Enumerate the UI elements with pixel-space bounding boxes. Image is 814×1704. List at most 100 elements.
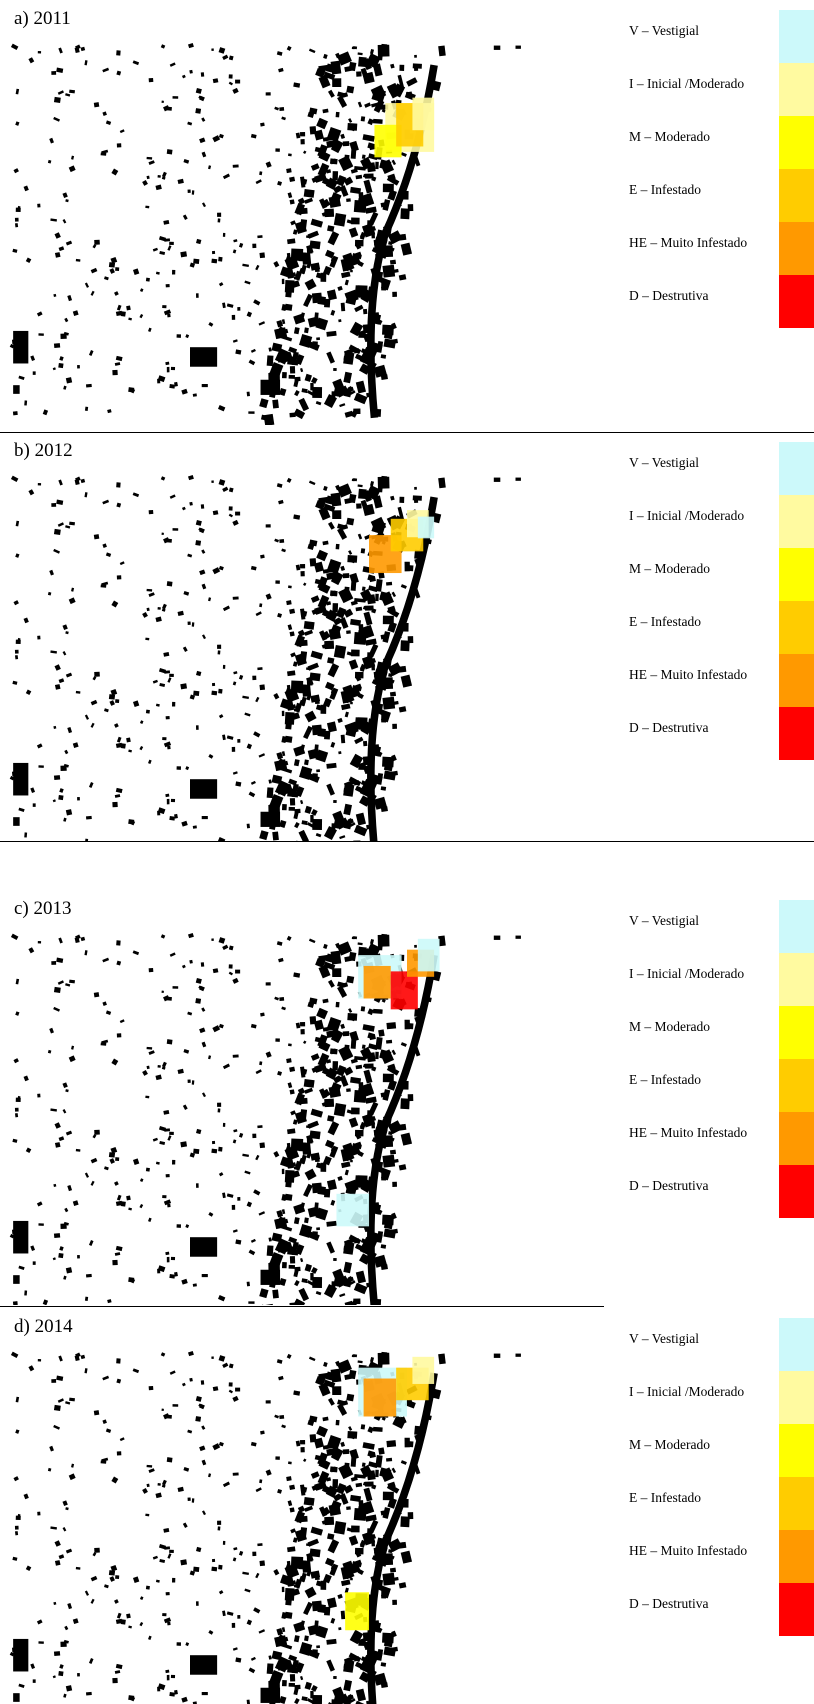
map-panel: d) 2014V – VestigialI – Inicial /Moderad… xyxy=(0,1308,814,1704)
legend-label: M – Moderado xyxy=(629,1437,710,1453)
building xyxy=(192,1498,195,1503)
legend: V – VestigialI – Inicial /ModeradoM – Mo… xyxy=(629,442,814,760)
building xyxy=(58,47,62,53)
building xyxy=(91,291,95,296)
building xyxy=(296,1023,301,1029)
building xyxy=(267,355,274,366)
building xyxy=(282,1169,285,1174)
building xyxy=(276,1628,283,1635)
building xyxy=(50,650,57,653)
building xyxy=(13,600,18,605)
building xyxy=(321,1163,327,1172)
buildings xyxy=(10,43,521,425)
building xyxy=(361,1006,365,1011)
building xyxy=(147,608,150,612)
building xyxy=(282,711,285,716)
building xyxy=(202,1274,208,1277)
legend-label: E – Infestado xyxy=(629,182,701,198)
building xyxy=(12,681,17,685)
building xyxy=(223,1064,230,1070)
building xyxy=(13,817,20,826)
building xyxy=(218,257,222,262)
building xyxy=(48,1468,51,1472)
building xyxy=(277,483,283,488)
building xyxy=(67,1185,72,1191)
building xyxy=(382,1633,394,1644)
building xyxy=(16,89,19,95)
building xyxy=(56,500,63,505)
building xyxy=(60,766,66,771)
building xyxy=(126,305,131,310)
building xyxy=(348,550,352,555)
building xyxy=(219,282,224,286)
map-panel: a) 2011V – VestigialI – Inicial /Moderad… xyxy=(0,0,814,425)
building xyxy=(330,158,338,164)
building xyxy=(229,964,233,968)
building xyxy=(76,691,81,694)
building xyxy=(364,1070,373,1084)
legend-label: I – Inicial /Moderado xyxy=(629,1384,744,1400)
building xyxy=(63,1694,66,1698)
building xyxy=(343,1680,352,1691)
building xyxy=(148,1468,154,1473)
building xyxy=(49,570,54,576)
building xyxy=(253,1607,260,1613)
infested-area xyxy=(412,98,434,131)
building xyxy=(312,293,322,304)
building xyxy=(343,804,352,815)
building xyxy=(153,680,158,684)
building xyxy=(51,961,56,965)
building xyxy=(326,763,336,769)
building xyxy=(298,1288,309,1301)
building xyxy=(30,355,35,361)
building xyxy=(300,1447,304,1452)
building xyxy=(165,1252,169,1255)
building xyxy=(274,1415,279,1419)
legend-item: HE – Muito Infestado xyxy=(629,1112,814,1165)
building xyxy=(16,208,21,212)
building xyxy=(244,280,250,284)
building xyxy=(126,1195,131,1200)
building xyxy=(294,1635,300,1642)
map-panel: b) 2012V – VestigialI – Inicial /Moderad… xyxy=(0,432,814,842)
building xyxy=(11,476,18,482)
infested-area xyxy=(418,939,440,972)
building xyxy=(302,1143,311,1155)
infested-area xyxy=(418,517,434,539)
legend-label: HE – Muito Infestado xyxy=(629,235,747,251)
building xyxy=(279,1696,286,1704)
building xyxy=(85,714,89,719)
building xyxy=(324,1607,330,1616)
building xyxy=(59,246,65,251)
building xyxy=(177,334,181,338)
building xyxy=(334,1103,346,1117)
building xyxy=(91,700,98,706)
building xyxy=(53,117,60,122)
building xyxy=(362,154,366,159)
building xyxy=(148,160,154,165)
building xyxy=(312,725,322,736)
building xyxy=(323,486,328,491)
building xyxy=(227,303,234,307)
building xyxy=(259,603,262,607)
building xyxy=(169,816,175,821)
building xyxy=(293,514,300,519)
building xyxy=(368,644,378,658)
building xyxy=(121,311,126,316)
building xyxy=(28,947,34,953)
building xyxy=(285,718,292,729)
building xyxy=(188,43,194,48)
building xyxy=(116,1358,120,1363)
building xyxy=(349,952,357,961)
building xyxy=(286,1476,292,1481)
building xyxy=(386,582,392,586)
legend-swatch xyxy=(779,707,814,760)
buildings xyxy=(10,475,521,842)
building xyxy=(219,479,226,486)
building xyxy=(201,1380,204,1385)
legend-item: E – Infestado xyxy=(629,1477,814,1530)
building xyxy=(311,377,318,384)
building xyxy=(303,1459,306,1463)
building xyxy=(414,945,417,948)
building xyxy=(413,63,422,68)
